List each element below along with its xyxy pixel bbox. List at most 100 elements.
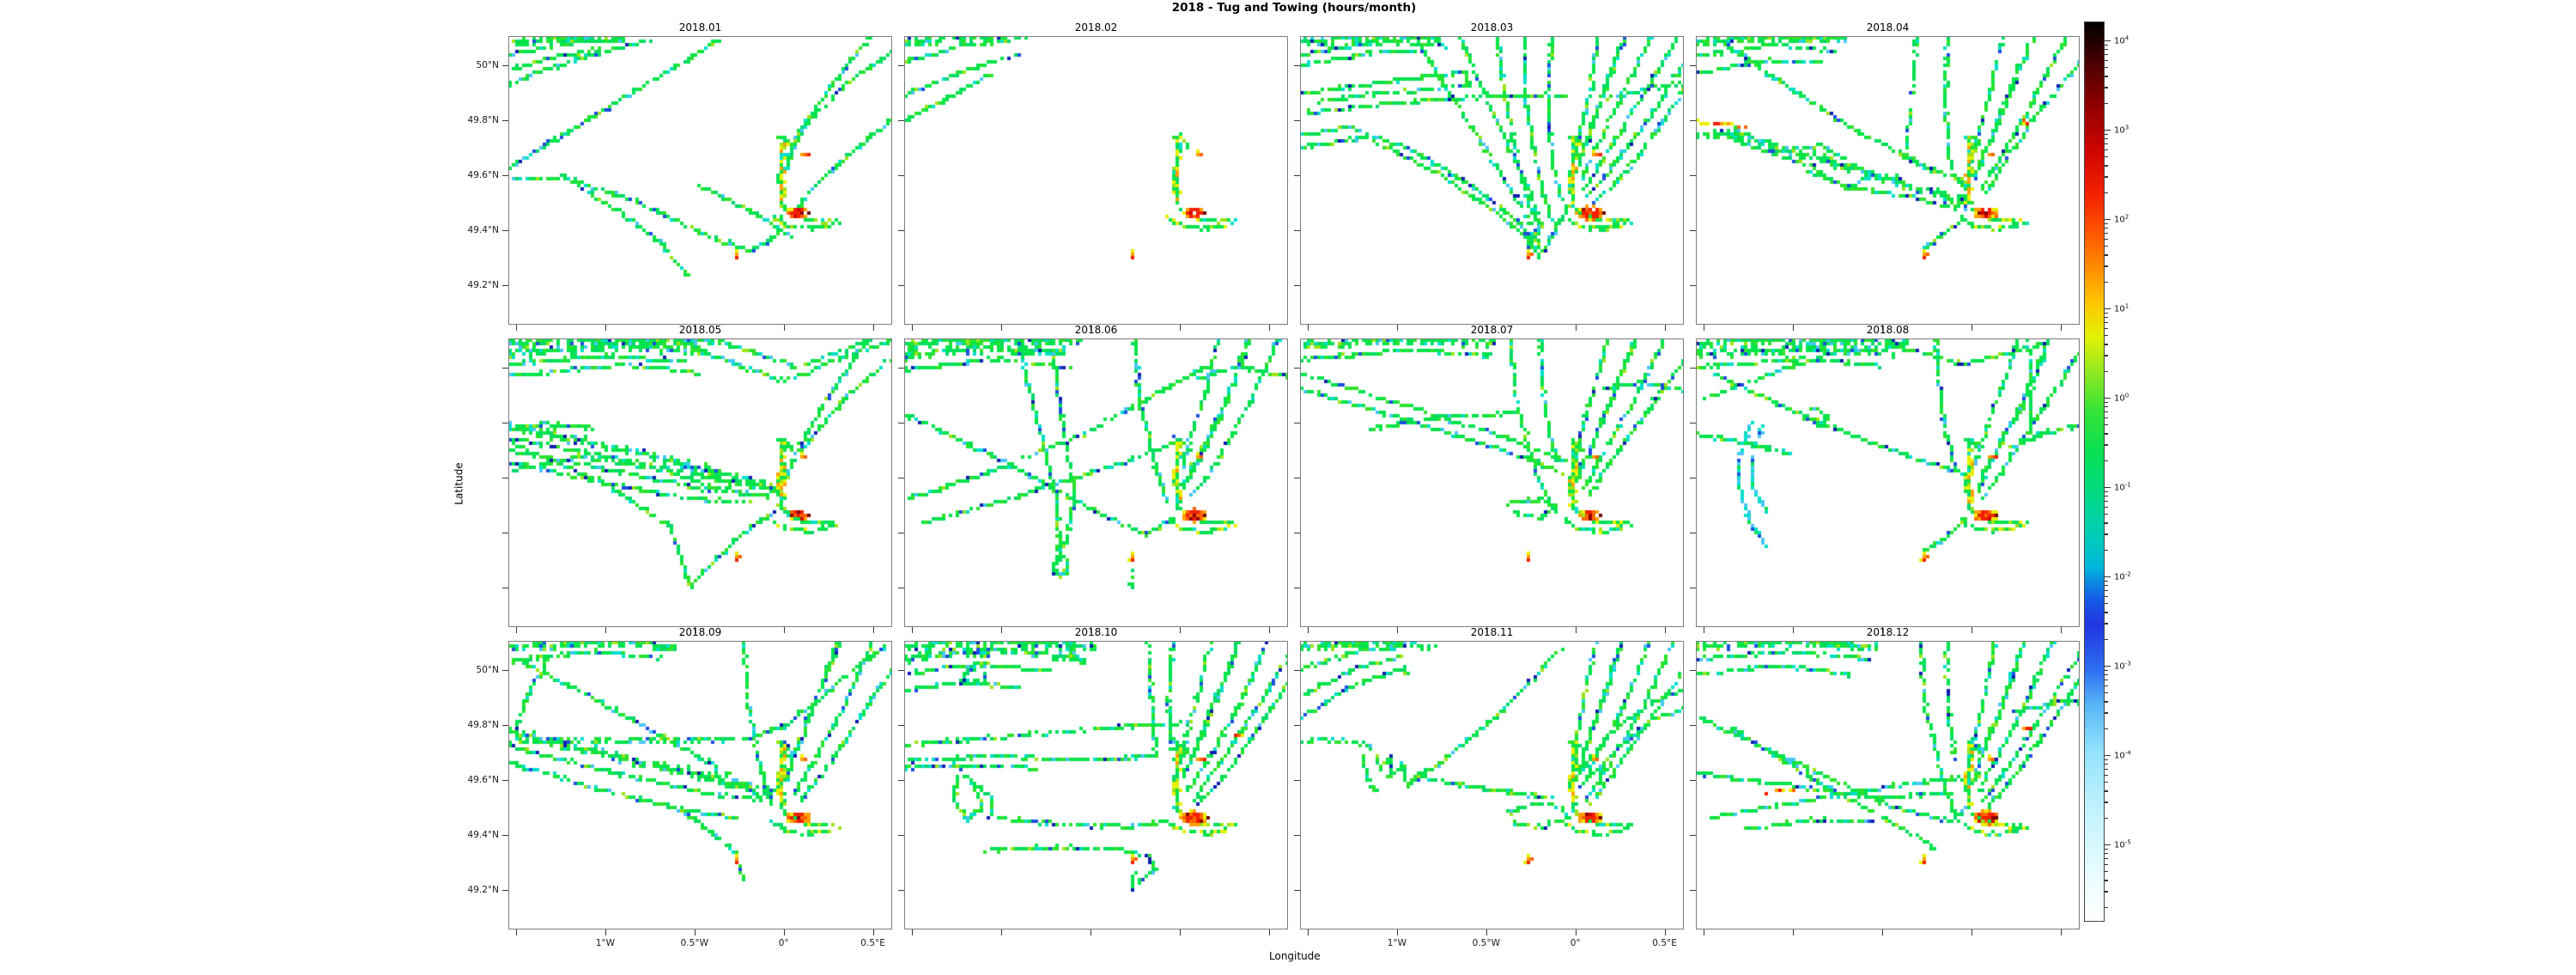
y-tick [1294,120,1300,122]
y-tick [502,725,508,727]
y-tick [502,120,508,122]
y-tick [1294,669,1300,672]
subplot-border [1300,338,1684,627]
y-tick [1294,835,1300,837]
subplot-title: 2018.05 [678,324,722,336]
x-tick [1792,627,1795,633]
colorbar-major-tick [2105,666,2111,667]
colorbar-minor-tick [2105,769,2108,771]
x-tick [1000,325,1003,331]
subplot-2018.05: 2018.05 [502,324,892,633]
map-canvas-2018.01 [508,36,892,325]
y-tick-label: 49.8°N [467,720,499,731]
y-tick [502,780,508,782]
x-tick [1971,325,1973,331]
x-tick [2060,325,2062,331]
colorbar-minor-tick [2105,246,2108,247]
colorbar-tick-label: 103 [2114,124,2129,136]
x-tick [783,929,786,935]
subplot-title: 2018.01 [678,21,722,34]
colorbar-minor-tick [2105,192,2108,193]
subplot-title: 2018.06 [1074,324,1118,336]
y-tick [1294,890,1300,892]
x-tick [1664,627,1666,633]
y-tick [898,120,904,122]
colorbar-tick-label: 100 [2114,392,2129,404]
subplot-border [904,641,1288,929]
x-tick [1268,627,1270,633]
subplot-2018.06: 2018.06 [898,324,1288,633]
x-tick [1792,929,1795,935]
y-tick [898,230,904,232]
colorbar-major-tick [2105,844,2111,846]
colorbar-minor-tick [2105,549,2108,551]
colorbar-minor-tick [2105,102,2108,104]
colorbar-minor-tick [2105,417,2108,419]
y-tick-label: 49.6°N [467,775,499,785]
colorbar-major-tick [2105,130,2111,131]
colorbar-minor-tick [2105,133,2108,135]
colorbar-minor-tick [2105,228,2108,229]
y-tick [1294,423,1300,424]
colorbar-minor-tick [2105,165,2108,167]
x-tick [1396,929,1399,935]
subplot-2018.12: 2018.12 [1690,626,2080,935]
colorbar-major-tick [2105,219,2111,221]
x-tick [911,929,914,935]
y-tick-label: 49.2°N [467,280,499,290]
y-axis-label: Latitude [453,462,465,505]
colorbar-minor-tick [2105,233,2108,235]
colorbar-minor-tick [2105,623,2108,625]
map-canvas-2018.11 [1300,641,1684,929]
figure-title: 2018 - Tug and Towing (hours/month) [1171,1,1417,15]
y-tick-label: 49.6°N [467,170,499,180]
colorbar-minor-tick [2105,424,2108,426]
x-tick [1307,627,1309,633]
colorbar-minor-tick [2105,871,2108,873]
y-tick [1690,367,1696,369]
y-tick [1690,669,1696,672]
subplot-title: 2018.02 [1074,21,1118,34]
x-tick [1881,325,1884,331]
colorbar-minor-tick [2105,906,2108,908]
x-tick [1575,627,1577,633]
colorbar-minor-tick [2105,156,2108,158]
colorbar-minor-tick [2105,759,2108,760]
subplot-border [1300,36,1684,325]
colorbar-tick-label: 101 [2114,302,2129,314]
subplot-2018.10: 2018.10 [898,626,1288,935]
colorbar-minor-tick [2105,674,2108,676]
y-tick [1690,175,1696,177]
colorbar-minor-tick [2105,585,2108,587]
y-tick [898,423,904,424]
colorbar-major-tick [2105,308,2111,310]
colorbar-minor-tick [2105,254,2108,256]
y-tick [1690,725,1696,727]
x-tick [1664,929,1666,935]
map-canvas-2018.10 [904,641,1288,929]
x-tick [694,325,696,331]
x-tick [872,627,874,633]
x-tick [515,325,518,331]
subplot-2018.01: 2018.01 50°N 49.8°N 49.6°N 49.4°N 49.2°N [468,21,892,331]
y-tick-label: 49.8°N [467,115,499,126]
y-tick [1690,230,1696,232]
x-tick [2060,929,2062,935]
y-tick [1690,64,1696,67]
colorbar-minor-tick [2105,355,2108,356]
map-canvas-2018.06 [904,338,1288,627]
y-tick [1294,175,1300,177]
x-tick [1307,929,1309,935]
map-canvas-2018.09 [508,641,892,929]
colorbar-minor-tick [2105,848,2108,850]
colorbar-major-tick [2105,755,2111,757]
map-canvas-2018.03 [1300,36,1684,325]
colorbar-minor-tick [2105,335,2108,337]
x-tick [911,627,914,633]
y-tick [898,175,904,177]
colorbar-minor-tick [2105,638,2108,640]
subplot-title: 2018.08 [1866,324,1910,336]
x-tick [1792,325,1795,331]
colorbar-minor-tick [2105,603,2108,605]
colorbar-minor-tick [2105,712,2108,714]
